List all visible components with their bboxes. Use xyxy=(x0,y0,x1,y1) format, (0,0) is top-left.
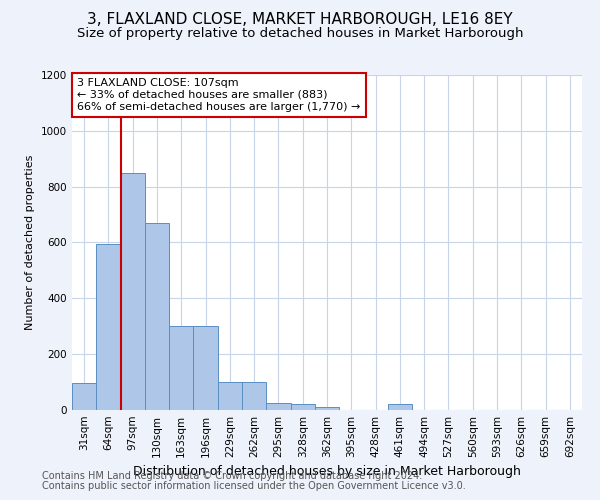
Bar xyxy=(72,384,96,410)
Bar xyxy=(290,404,315,410)
Bar xyxy=(388,404,412,410)
Text: Size of property relative to detached houses in Market Harborough: Size of property relative to detached ho… xyxy=(77,28,523,40)
X-axis label: Distribution of detached houses by size in Market Harborough: Distribution of detached houses by size … xyxy=(133,466,521,478)
Bar xyxy=(121,172,145,410)
Bar xyxy=(266,403,290,410)
Bar xyxy=(193,326,218,410)
Text: 3 FLAXLAND CLOSE: 107sqm
← 33% of detached houses are smaller (883)
66% of semi-: 3 FLAXLAND CLOSE: 107sqm ← 33% of detach… xyxy=(77,78,361,112)
Bar xyxy=(96,244,121,410)
Text: Contains public sector information licensed under the Open Government Licence v3: Contains public sector information licen… xyxy=(42,481,466,491)
Bar xyxy=(218,382,242,410)
Text: Contains HM Land Registry data © Crown copyright and database right 2024.: Contains HM Land Registry data © Crown c… xyxy=(42,471,422,481)
Y-axis label: Number of detached properties: Number of detached properties xyxy=(25,155,35,330)
Bar xyxy=(315,407,339,410)
Bar xyxy=(145,223,169,410)
Text: 3, FLAXLAND CLOSE, MARKET HARBOROUGH, LE16 8EY: 3, FLAXLAND CLOSE, MARKET HARBOROUGH, LE… xyxy=(87,12,513,28)
Bar xyxy=(242,382,266,410)
Bar xyxy=(169,326,193,410)
